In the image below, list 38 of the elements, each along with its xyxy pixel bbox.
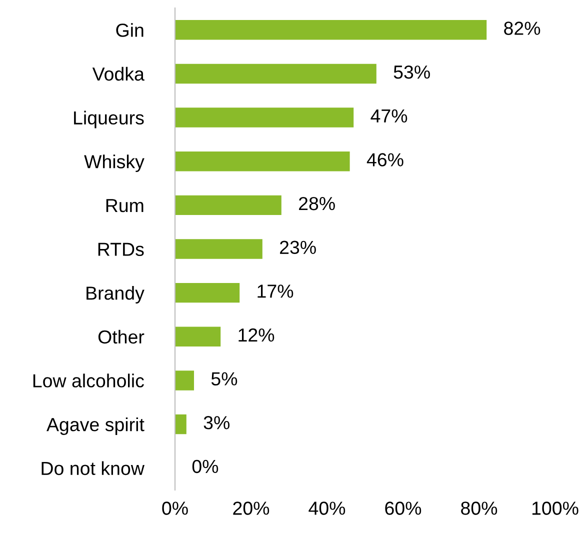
data-label: 82%: [504, 22, 540, 35]
y-tick-label: Agave spirit: [46, 417, 144, 435]
data-label: 12%: [238, 328, 274, 342]
bar: [175, 370, 194, 390]
bar: [175, 326, 221, 346]
data-label: 5%: [211, 372, 238, 386]
x-tick-label: 80%: [461, 502, 498, 515]
x-tick-label: 20%: [233, 502, 270, 515]
bar: [175, 282, 240, 303]
y-tick-label: Vodka: [92, 66, 144, 81]
y-tick-label: RTDs: [98, 242, 144, 256]
data-label: 53%: [394, 65, 430, 79]
y-tick-label: Low alcoholic: [33, 374, 144, 388]
y-tick-label: Liqueurs: [74, 110, 144, 128]
bar: [175, 195, 282, 216]
x-tick-label: 60%: [385, 502, 422, 515]
y-tick-label: Brandy: [86, 286, 144, 304]
data-label: 0%: [192, 460, 218, 474]
data-label: 3%: [204, 416, 230, 430]
y-tick-label: Other: [98, 330, 144, 344]
x-tick-label: 100%: [532, 502, 578, 515]
y-tick-label: Rum: [106, 199, 144, 212]
data-label: 46%: [366, 153, 404, 166]
y-tick-label: Do not know: [42, 461, 144, 476]
x-tick-label: 40%: [308, 502, 346, 515]
bar: [175, 239, 262, 259]
data-label: 28%: [299, 196, 335, 210]
y-tick-label: Gin: [116, 23, 144, 37]
bar: [175, 108, 354, 128]
data-label: 17%: [258, 284, 294, 298]
bar: [175, 20, 487, 40]
x-tick-label: 0%: [162, 502, 188, 515]
bar: [175, 64, 376, 84]
bar: [175, 414, 186, 434]
data-label: 23%: [280, 240, 316, 254]
bar: [175, 152, 350, 172]
data-label: 47%: [370, 109, 408, 123]
y-tick-label: Whisky: [84, 154, 144, 172]
